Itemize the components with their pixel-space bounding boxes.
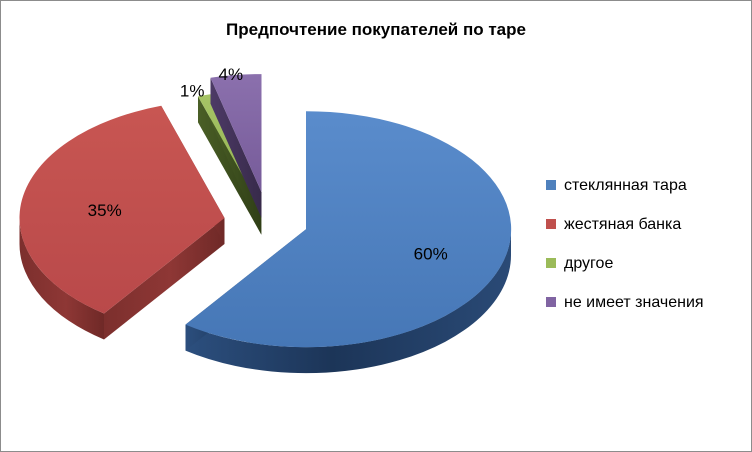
legend-entry-0: стеклянная тара [564,177,687,194]
legend-swatch-1 [546,219,556,229]
slice-side-wall [185,229,511,374]
legend-swatch-2 [546,258,556,268]
legend-swatch-3 [546,297,556,307]
slice-top-face [19,105,225,314]
slice-top-face [185,111,512,348]
pie-slice-3 [210,74,262,219]
data-label-0: 60% [414,245,448,264]
data-label-2: 1% [180,82,205,101]
slice-cut-face [210,77,262,219]
slice-cut-face [198,96,262,235]
data-label-1: 35% [88,201,122,220]
legend-entry-3: не имеет значения [564,294,704,311]
slice-cut-face [104,218,225,340]
legend-entry-1: жестяная банка [564,216,681,233]
slice-side-wall [19,218,104,340]
data-label-3: 4% [219,65,244,84]
legend-swatch-0 [546,180,556,190]
chart-title: Предпочтение покупателей по таре [226,20,526,39]
legend-entry-2: другое [564,255,613,272]
pie-slice-0 [185,111,512,374]
slice-top-face [210,74,262,193]
pie-slice-1 [19,105,225,340]
